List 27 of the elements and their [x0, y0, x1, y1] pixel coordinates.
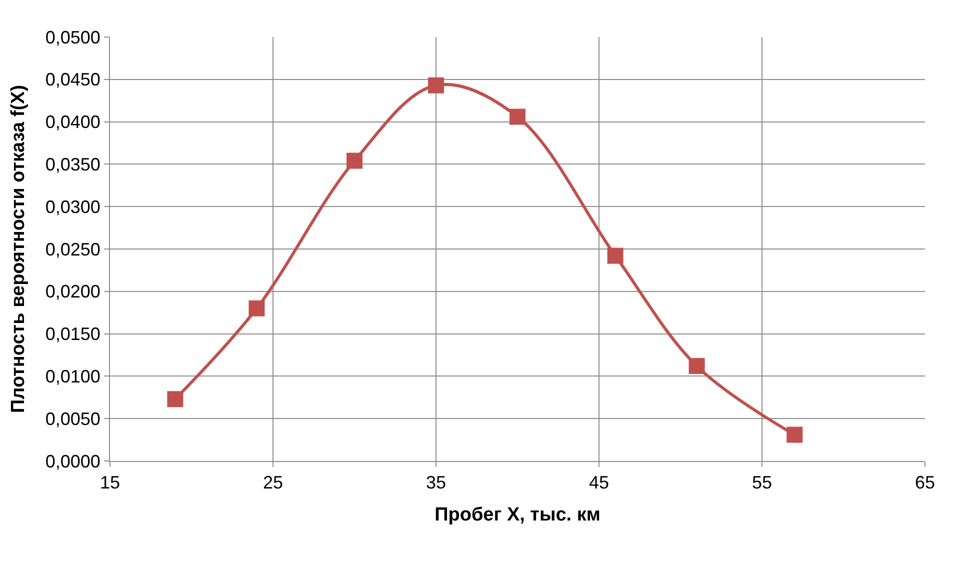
y-axis-title: Плотность вероятности отказа f(X) — [8, 84, 30, 414]
x-axis-title: Пробег X, тыс. км — [434, 504, 600, 526]
y-tick-label: 0,0000 — [45, 451, 100, 472]
y-tick-label: 0,0100 — [45, 366, 100, 386]
y-tick-label: 0,0150 — [45, 324, 100, 344]
point — [428, 77, 444, 94]
point — [248, 300, 265, 316]
y-tick-label: 0,0250 — [45, 239, 100, 260]
y-tick-label: 0,0200 — [45, 282, 100, 302]
point — [688, 358, 705, 374]
y-tick-label: 0,0350 — [45, 154, 100, 174]
point — [510, 108, 526, 125]
point — [167, 391, 184, 408]
x-tick-label: 55 — [752, 472, 772, 493]
x-tick-label: 15 — [100, 472, 120, 493]
point — [607, 248, 624, 264]
y-tick-label: 0,0300 — [45, 196, 100, 217]
x-tick-label: 65 — [914, 472, 936, 493]
x-tick-label: 35 — [426, 472, 446, 493]
point — [786, 426, 803, 443]
y-tick-label: 0,0500 — [45, 27, 100, 48]
point — [346, 152, 362, 169]
x-tick-label: 25 — [262, 472, 284, 493]
y-tick-label: 0,0400 — [45, 112, 100, 132]
x-tick-label: 45 — [588, 472, 610, 493]
y-tick-label: 0,0450 — [45, 70, 100, 90]
y-tick-label: 0,0050 — [45, 408, 100, 429]
